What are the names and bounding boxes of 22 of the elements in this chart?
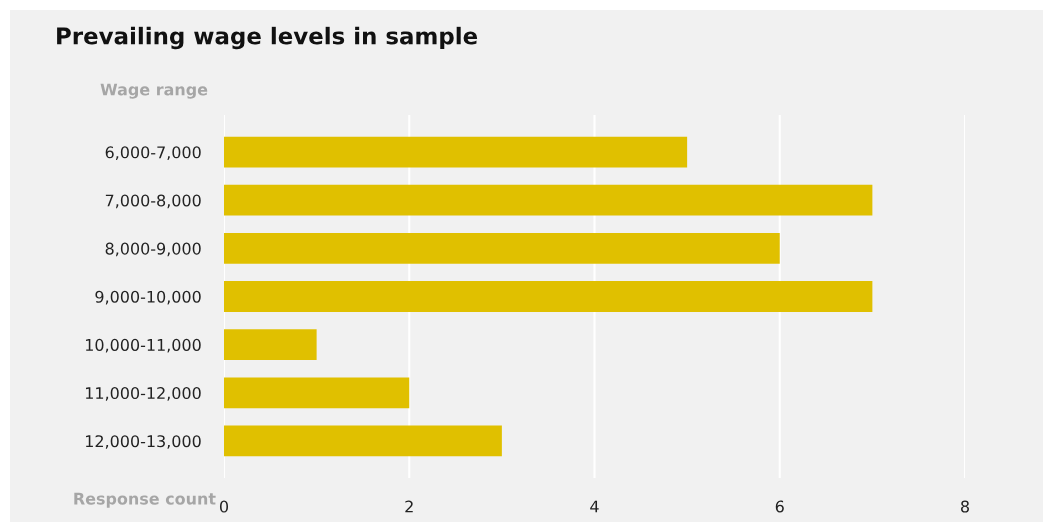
y-tick-label: 8,000-9,000 [105, 242, 201, 257]
bar [224, 377, 410, 409]
x-tick-label: 8 [961, 500, 969, 513]
bar [224, 329, 317, 361]
y-tick-label: 11,000-12,000 [85, 387, 201, 401]
bar [224, 136, 688, 168]
x-tick-label: 4 [590, 500, 599, 513]
x-tick-label: 6 [775, 500, 784, 513]
y-tick-label: 6,000-7,000 [105, 146, 201, 160]
bar [224, 281, 873, 312]
x-tick-label: 2 [405, 500, 413, 513]
y-tick-label: 9,000-10,000 [95, 290, 201, 305]
chart-title: Prevailing wage levels in sample [57, 26, 478, 50]
y-axis-title: Wage range [100, 83, 208, 99]
x-axis-title: Response count [74, 492, 216, 508]
y-tick-label: 10,000-11,000 [85, 338, 201, 353]
y-tick-label: 12,000-13,000 [85, 435, 201, 449]
bar [224, 184, 873, 216]
y-tick-label: 7,000-8,000 [105, 194, 201, 209]
bar [224, 425, 502, 457]
bar [224, 232, 780, 264]
x-tick-label: 0 [219, 500, 229, 513]
